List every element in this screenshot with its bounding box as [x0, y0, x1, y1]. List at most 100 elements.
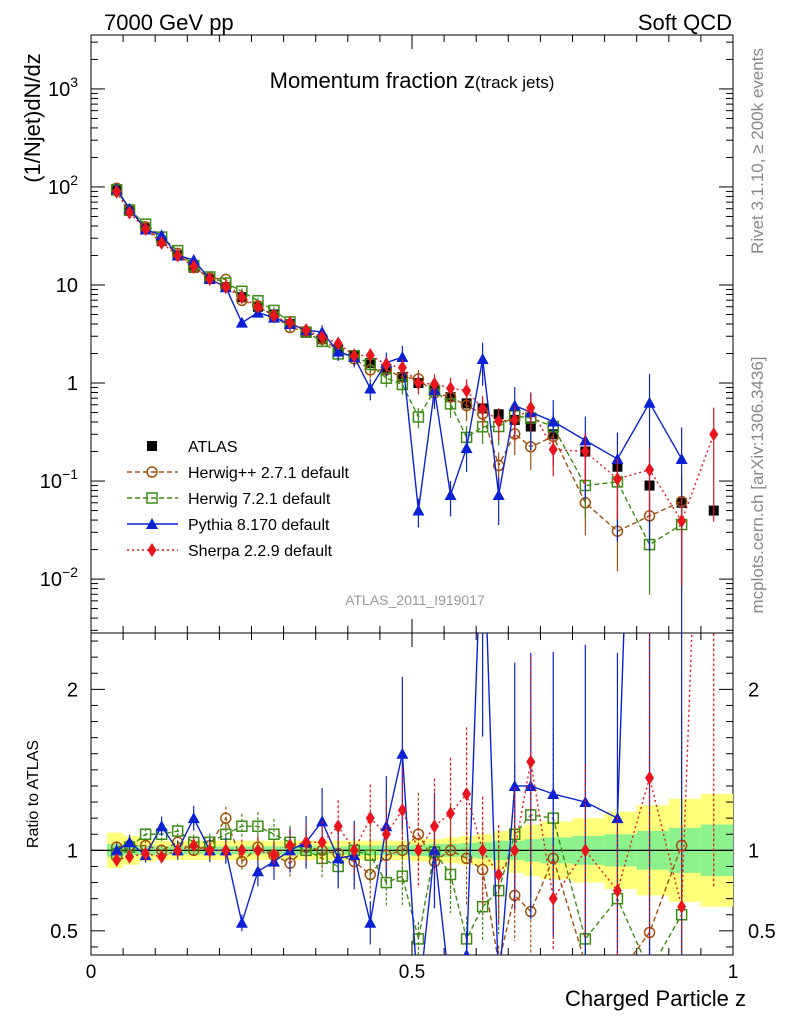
y-axis-label-main: (1/Njet)dN/dz	[20, 53, 45, 183]
ratio-point	[269, 848, 279, 863]
main-point	[112, 184, 122, 199]
ratio-plot-area	[110, 633, 715, 1008]
ratio-point	[413, 843, 423, 858]
ratio-point	[110, 844, 123, 856]
ratio-point	[251, 865, 264, 877]
y-tick-label-ratio-1: 1	[67, 840, 78, 862]
y-tick-label-main-1: 102	[48, 172, 78, 199]
x-tick-label-2: 1	[728, 962, 739, 983]
ratio-point	[301, 835, 311, 850]
ratio-point	[412, 997, 424, 1008]
y-tick-label-ratio-right-1: 1	[748, 840, 759, 862]
main-point	[611, 452, 624, 464]
ratio-point	[141, 846, 151, 861]
legend-marker	[146, 466, 158, 478]
ratio-point	[478, 843, 488, 858]
legend-label: Herwig 7.2.1 default	[188, 491, 331, 508]
ratio-point	[205, 843, 215, 858]
main-point	[155, 229, 168, 241]
main-point	[381, 357, 391, 372]
ratio-point	[252, 820, 264, 832]
ratio-series-line	[116, 814, 683, 955]
main-point	[444, 489, 457, 501]
legend-entry-3: Pythia 8.170 default	[127, 517, 330, 534]
ratio-point	[189, 838, 199, 853]
ratio-point	[524, 779, 537, 791]
main-point	[141, 222, 151, 237]
main-point	[364, 382, 377, 394]
main-point	[301, 323, 311, 338]
main-point	[235, 316, 248, 328]
main-point	[476, 352, 489, 364]
main-point	[349, 348, 359, 363]
ratio-point	[253, 843, 263, 858]
ratio-point	[510, 843, 520, 858]
main-point	[510, 412, 520, 427]
main-point	[643, 396, 656, 408]
ratio-point	[237, 843, 247, 858]
main-point	[675, 452, 688, 464]
main-point	[494, 414, 504, 429]
ratio-point	[493, 981, 505, 992]
legend-marker	[147, 441, 157, 451]
ratio-point	[444, 868, 457, 881]
ratio-point	[380, 876, 393, 889]
main-series-line	[116, 188, 683, 511]
main-series-line	[116, 187, 682, 533]
main-point	[677, 514, 687, 529]
ratio-point	[317, 835, 327, 850]
legend-marker	[146, 492, 158, 504]
ratio-point	[446, 806, 456, 821]
header-right-label: Soft QCD	[638, 10, 732, 35]
ratio-series-4	[112, 633, 715, 955]
main-point	[548, 442, 558, 457]
legend-entry-1: Herwig++ 2.7.1 default	[127, 465, 350, 482]
ratio-point	[494, 958, 504, 968]
y-tick-label-base: 1	[67, 373, 78, 395]
ratio-point	[396, 870, 409, 882]
main-series-4	[112, 184, 719, 586]
main-point	[332, 345, 345, 357]
ratio-point	[364, 916, 377, 928]
ratio-point	[526, 754, 536, 769]
legend-label: ATLAS	[188, 439, 238, 456]
main-point	[526, 400, 536, 415]
y-tick-label-base: 10	[48, 177, 70, 199]
main-point	[221, 280, 231, 295]
ratio-point	[139, 828, 152, 840]
main-point	[478, 401, 488, 416]
ratio-point	[445, 989, 457, 1000]
main-point	[365, 348, 375, 363]
ratio-point	[157, 849, 167, 864]
ratio-point	[494, 867, 504, 882]
ratio-point	[580, 958, 590, 968]
ratio-point	[463, 949, 470, 955]
main-point	[269, 308, 279, 323]
y-tick-label-exp: 2	[70, 172, 78, 188]
y-tick-label-ratio-2: 0.5	[50, 921, 78, 943]
y-tick-label-main-4: 10−1	[40, 466, 78, 493]
analysis-watermark: ATLAS_2011_I919017	[345, 592, 485, 608]
y-tick-label-ratio-right-2: 0.5	[748, 921, 776, 943]
y-tick-label-exp: −2	[62, 564, 78, 580]
y-tick-label-main-3: 1	[67, 373, 78, 395]
ratio-point	[235, 916, 248, 928]
main-point	[446, 381, 456, 396]
ratio-point	[268, 828, 280, 840]
x-tick-label-1: 0.5	[399, 962, 425, 983]
ratio-point	[285, 838, 295, 853]
x-axis-label: Charged Particle z	[565, 986, 746, 1011]
ratio-point	[580, 843, 590, 858]
y-tick-label-base: 10	[48, 79, 70, 101]
ratio-point	[187, 812, 200, 824]
main-point	[580, 444, 590, 459]
legend-entry-0: ATLAS	[147, 439, 238, 456]
ratio-point	[112, 853, 122, 868]
y-tick-label-base: 10	[40, 471, 62, 493]
legend-entry-2: Herwig 7.2.1 default	[127, 491, 331, 508]
main-point	[413, 376, 423, 391]
main-point	[709, 427, 719, 442]
ratio-point	[396, 844, 409, 857]
plot-title-sub: (track jets)	[475, 73, 554, 92]
